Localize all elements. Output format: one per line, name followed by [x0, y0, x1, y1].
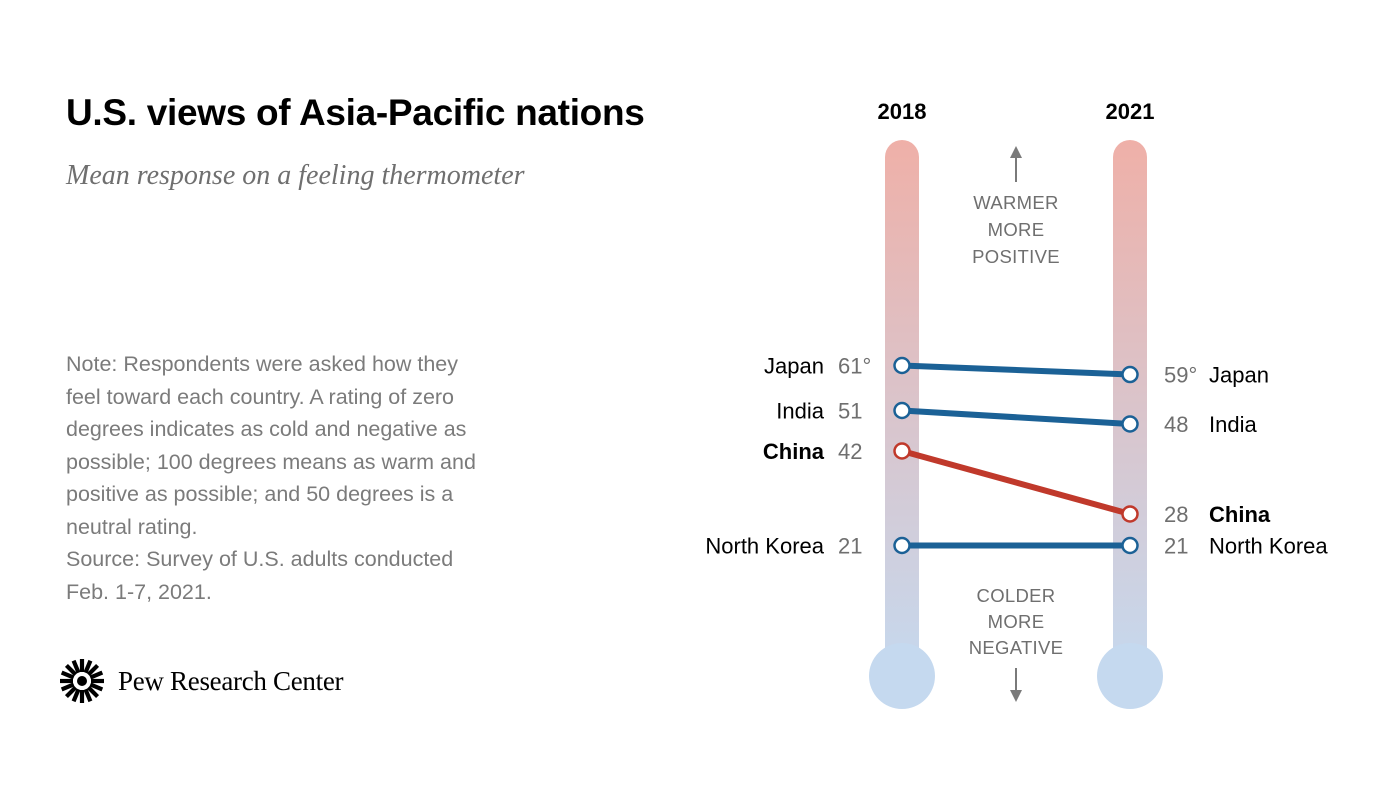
sunburst-ray — [89, 682, 104, 692]
series-line — [901, 448, 1131, 517]
thermometer-tube — [1113, 140, 1147, 680]
sunburst-ray — [86, 685, 100, 699]
warmer-label: POSITIVE — [972, 246, 1060, 267]
country-label-2018: China — [763, 439, 825, 464]
note-line: neutral rating. — [66, 514, 198, 539]
chart-subtitle: Mean response on a feeling thermometer — [66, 160, 525, 191]
country-label-2018: North Korea — [705, 534, 824, 559]
colder-label: MORE — [988, 611, 1045, 632]
note-line: possible; 100 degrees means as warm and — [66, 449, 476, 474]
pew-sunburst-icon — [60, 659, 104, 703]
data-point — [1121, 415, 1139, 433]
country-label-2021: Japan — [1209, 363, 1269, 388]
value-label-2021: 21 — [1164, 534, 1188, 559]
arrow-up-icon — [1010, 146, 1022, 158]
sunburst-ray — [89, 670, 104, 680]
value-label-2018: 61° — [838, 354, 871, 379]
sunburst-ray — [60, 682, 75, 692]
data-point — [893, 401, 911, 420]
sunburst-ray — [64, 663, 78, 677]
arrow-down-icon — [1010, 690, 1022, 702]
country-label-2021: North Korea — [1209, 534, 1328, 559]
year-label: 2018 — [878, 99, 927, 124]
sunburst-ray — [83, 688, 93, 703]
data-point — [893, 442, 911, 460]
source-line: Source: Survey of U.S. adults conducted — [66, 547, 454, 571]
data-point — [1121, 365, 1139, 384]
colder-label: COLDER — [977, 585, 1056, 606]
sunburst-core — [77, 676, 87, 686]
country-label-2018: Japan — [764, 354, 824, 379]
warmer-label: WARMER — [973, 192, 1058, 213]
chart-title: U.S. views of Asia-Pacific nations — [66, 92, 645, 133]
note-line: positive as possible; and 50 degrees is … — [66, 482, 454, 506]
value-label-2021: 48 — [1164, 412, 1188, 437]
sunburst-ray — [60, 670, 75, 680]
country-label-2021: China — [1209, 502, 1271, 527]
value-label-2021: 28 — [1164, 502, 1188, 527]
data-point — [893, 536, 911, 555]
chart-note: Note: Respondents were asked how they fe… — [66, 348, 566, 608]
source-line: Feb. 1-7, 2021. — [66, 579, 212, 604]
value-label-2018: 51 — [838, 399, 862, 424]
sunburst-ray — [86, 663, 100, 677]
country-label-2018: India — [776, 399, 824, 424]
series-line — [901, 407, 1131, 427]
series-line — [901, 362, 1131, 378]
thermometer-bulb — [869, 643, 935, 709]
value-label-2018: 21 — [838, 534, 862, 559]
warmer-label: MORE — [988, 219, 1045, 240]
brand-name: Pew Research Center — [118, 665, 344, 696]
sunburst-ray — [83, 659, 93, 674]
brand-logo: Pew Research Center — [58, 656, 344, 706]
sunburst-ray — [71, 688, 81, 703]
thermometer-bulb — [1097, 643, 1163, 709]
note-line: Note: Respondents were asked how they — [66, 352, 459, 376]
colder-label: NEGATIVE — [969, 637, 1064, 658]
data-point — [1121, 536, 1139, 555]
data-point — [1121, 505, 1139, 523]
data-point — [893, 356, 911, 375]
value-label-2018: 42 — [838, 439, 862, 464]
country-label-2021: India — [1209, 412, 1257, 437]
note-line: feel toward each country. A rating of ze… — [66, 384, 455, 409]
sunburst-ray — [64, 685, 78, 699]
year-label: 2021 — [1106, 99, 1155, 124]
note-line: degrees indicates as cold and negative a… — [66, 417, 467, 441]
value-label-2021: 59° — [1164, 363, 1197, 388]
sunburst-ray — [71, 659, 81, 674]
